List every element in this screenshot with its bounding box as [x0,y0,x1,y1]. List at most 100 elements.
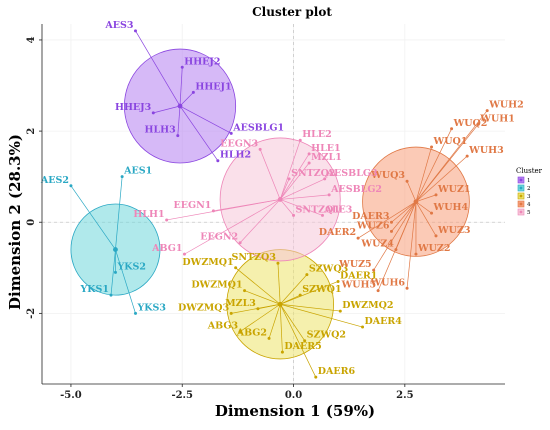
data-point-aes1 [120,175,124,179]
data-point-sntzq1 [292,213,296,217]
cluster-4-spoke [415,155,468,202]
data-point-wuq2 [450,127,454,131]
y-tick-label: 0 [26,219,37,226]
cluster-4-spoke [406,181,417,202]
data-point-aesblg2 [327,193,331,197]
cluster-5-spoke [166,199,281,221]
point-label: WUQ2 [453,118,488,129]
data-point-wuq1 [430,145,434,149]
data-point-wuh1 [476,122,480,126]
legend-label: 2 [527,186,531,192]
data-point-yks1 [109,293,113,297]
point-label: YKS2 [116,261,146,272]
data-point-wuh2 [485,109,489,113]
point-label: DWZMQ1 [191,280,242,291]
data-point-wuz6 [389,229,393,233]
point-label: DAER6 [318,366,356,377]
cluster-4-spoke [415,194,437,203]
y-tick-label: 4 [26,36,37,43]
point-label: HLH2 [220,150,251,161]
data-point-wuq3 [405,179,409,183]
point-label: WUQ1 [433,136,468,147]
cluster-4-spoke [415,201,437,237]
data-point-wuz1 [434,193,438,197]
cluster-4-spoke [373,201,417,271]
data-point-eegn3 [258,147,262,151]
cluster-3-spoke [280,303,363,328]
legend-marker-5 [519,210,523,214]
cluster-spokes [70,30,488,378]
data-point-daer4 [361,325,365,329]
data-point-wuh6 [405,286,409,290]
legend-label: 3 [527,194,531,200]
cluster-5-spoke [279,153,310,200]
data-point-hlh1 [165,218,169,222]
point-label: AES3 [104,20,133,31]
cluster-3-spoke [231,303,281,314]
point-label: HLH1 [133,209,164,220]
point-label: WUH2 [488,100,524,111]
legend-label: 1 [527,178,531,184]
data-point-dwzmq1 [243,289,247,293]
chart-title: Cluster plot [252,5,332,19]
cluster-1-centroid [177,103,183,109]
data-point-wuz4 [394,248,398,252]
cluster-1-spoke [153,105,181,114]
data-points [69,29,489,379]
data-point-mzl3 [256,307,260,311]
data-point-hlh3 [176,134,180,138]
x-tick-label: 2.5 [396,390,413,401]
data-point-yks2 [113,270,117,274]
cluster-5-spoke [259,149,281,200]
point-label: DAER1 [340,270,377,281]
point-label: SNTZQ2 [291,168,335,179]
cluster-1-spoke [179,105,219,161]
data-point-daer5 [280,350,284,354]
cluster-3-centroid [277,301,283,307]
point-label: WUZ6 [356,220,390,231]
legend-marker-2 [519,186,523,190]
cluster-2-spoke [115,249,136,314]
point-label: WUZ3 [437,225,471,236]
data-point-abg2 [267,336,271,340]
cluster-4-spoke [377,201,417,291]
cluster-1-spoke [179,67,183,107]
cluster-2-spoke [115,176,123,250]
point-label: WUZ5 [338,259,372,270]
cluster-4-spoke [415,128,452,202]
cluster-3-spoke [279,304,317,378]
point-label: WUH3 [468,145,504,156]
data-point-aesblg3 [323,177,327,181]
cluster-5-spoke [280,194,330,200]
cluster-4-spoke [406,201,417,289]
cluster-2-centroid [113,247,118,252]
data-point-hhej3 [151,111,155,115]
point-label: SNTZQ3 [232,252,276,263]
data-point-sntzq3 [276,261,280,265]
data-point-wuz5 [372,268,376,272]
point-label: ABG2 [236,327,267,338]
data-point-yks3 [133,311,137,315]
cluster-5-spoke [239,199,281,243]
cluster-5-spoke [279,178,290,200]
point-label: DAER2 [319,227,356,238]
x-axis-title: Dimension 1 (59%) [215,402,375,420]
cluster-3-spoke [279,304,305,341]
data-point-sntzq2 [287,177,291,181]
point-label: DAER4 [365,316,403,327]
cluster-4-centroid [413,199,419,205]
cluster-3-spoke [239,303,281,332]
legend-label: 4 [527,202,531,208]
cluster-4-spoke [391,201,417,232]
legend-marker-1 [519,178,523,182]
data-point-aes3 [133,29,137,33]
data-point-abg3 [238,330,242,334]
point-label: HLE2 [302,129,332,140]
cluster-1-spoke [177,105,181,136]
point-label: DWZMQ1 [182,257,233,268]
point-label: ALE3 [323,204,352,215]
data-point-daer3 [389,220,393,224]
data-point-dwzmq3 [229,311,233,315]
x-tick-label: -2.5 [171,390,193,401]
data-point-szwq3 [305,273,309,277]
